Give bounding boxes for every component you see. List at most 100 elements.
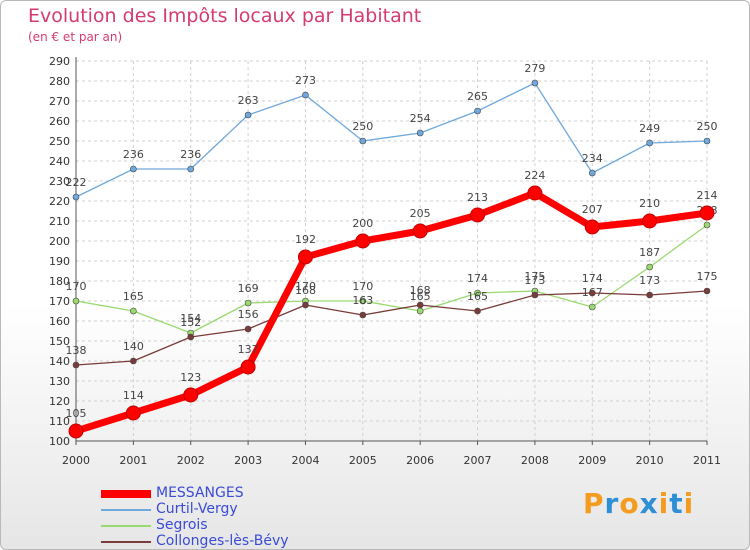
x-tick-label: 2006 [406, 454, 434, 467]
data-label: 123 [180, 371, 201, 384]
data-point [68, 423, 84, 439]
data-label: 213 [467, 191, 488, 204]
data-label: 174 [582, 272, 603, 285]
data-label: 254 [410, 112, 431, 125]
data-label: 173 [639, 274, 660, 287]
data-point [130, 357, 137, 365]
x-tick-label: 2005 [349, 454, 377, 467]
data-point [699, 205, 715, 221]
data-point [588, 303, 596, 311]
y-tick-label: 200 [49, 235, 70, 248]
data-label: 234 [582, 152, 603, 165]
logo-letter: t [669, 487, 684, 520]
x-tick-label: 2001 [119, 454, 147, 467]
data-label: 170 [352, 280, 373, 293]
data-point [359, 311, 367, 319]
data-label: 138 [66, 344, 87, 357]
y-tick-label: 270 [49, 95, 70, 108]
data-label: 263 [238, 94, 259, 107]
data-point [646, 263, 653, 271]
x-tick-label: 2004 [291, 454, 319, 467]
data-label: 156 [238, 308, 259, 321]
data-point [130, 165, 137, 173]
y-tick-label: 260 [49, 115, 70, 128]
data-point [474, 307, 481, 315]
data-point [531, 291, 539, 299]
data-point [240, 359, 256, 375]
data-label: 175 [524, 270, 545, 283]
chart-subtitle: (en € et par an) [28, 30, 123, 44]
data-label: 165 [467, 290, 488, 303]
data-point [244, 111, 252, 119]
legend-label-messanges: MESSANGES [156, 485, 244, 501]
y-tick-label: 110 [49, 415, 70, 428]
logo-letter: i [683, 487, 695, 520]
data-point [412, 223, 428, 239]
data-point [703, 221, 711, 229]
logo-letter: o [619, 487, 640, 520]
logo-letter: r [604, 487, 620, 520]
data-label: 165 [123, 290, 144, 303]
data-label: 170 [295, 280, 316, 293]
data-label: 168 [410, 284, 431, 297]
data-point [125, 405, 141, 421]
data-label: 165 [410, 290, 431, 303]
chart-title: Evolution des Impôts locaux par Habitant [28, 5, 422, 27]
data-point [646, 139, 653, 147]
data-point [703, 137, 711, 145]
data-label: 224 [524, 169, 545, 182]
data-label: 114 [123, 389, 144, 402]
series-line [75, 290, 708, 366]
x-tick-label: 2000 [62, 454, 90, 467]
data-point [474, 289, 481, 297]
data-label: 200 [352, 217, 373, 230]
data-point [359, 137, 367, 145]
data-label: 152 [180, 316, 201, 329]
data-label: 205 [410, 207, 431, 220]
series-line [75, 224, 708, 334]
data-label: 207 [582, 203, 603, 216]
y-tick-label: 280 [49, 75, 70, 88]
legend-swatch-curtil-vergy [101, 509, 151, 511]
data-label: 168 [295, 284, 316, 297]
legend-label-segrois: Segrois [156, 517, 208, 533]
legend-swatch-segrois [101, 525, 151, 527]
data-point [72, 361, 80, 369]
data-point [474, 107, 481, 115]
data-label: 250 [352, 120, 373, 133]
data-point [72, 193, 80, 201]
data-point [588, 169, 596, 177]
data-point [642, 213, 658, 229]
data-point [244, 299, 252, 307]
y-tick-label: 140 [49, 355, 70, 368]
logo-letter: P [583, 487, 605, 520]
data-point [416, 129, 424, 137]
data-point [244, 325, 252, 333]
x-tick-label: 2007 [464, 454, 492, 467]
data-point [527, 185, 543, 201]
x-tick-label: 2002 [177, 454, 205, 467]
data-label: 236 [123, 148, 144, 161]
x-tick-label: 2003 [234, 454, 262, 467]
data-point [302, 301, 309, 309]
data-point [183, 387, 199, 403]
y-tick-label: 100 [49, 435, 70, 448]
data-point [297, 249, 313, 265]
logo-letter: i [658, 487, 670, 520]
y-tick-label: 120 [49, 395, 70, 408]
data-label: 222 [66, 176, 87, 189]
y-tick-label: 190 [49, 255, 70, 268]
logo-letter: x [639, 487, 659, 520]
data-label: 170 [66, 280, 87, 293]
data-label: 192 [295, 233, 316, 246]
data-label: 140 [123, 340, 144, 353]
y-tick-label: 230 [49, 175, 70, 188]
data-label: 210 [639, 197, 660, 210]
x-tick-label: 2008 [521, 454, 549, 467]
data-label: 250 [697, 120, 718, 133]
data-label: 169 [238, 282, 259, 295]
data-point [187, 165, 195, 173]
data-label: 173 [524, 274, 545, 287]
data-point [531, 79, 539, 87]
